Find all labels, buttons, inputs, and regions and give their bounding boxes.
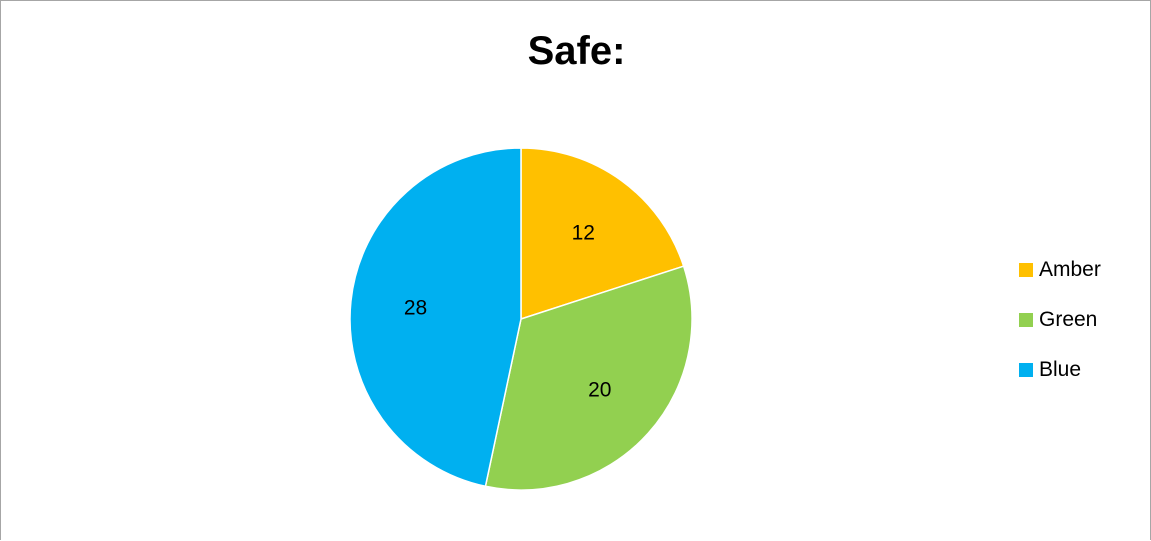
legend-label-blue: Blue	[1039, 358, 1082, 381]
legend-item-blue: Blue	[1019, 357, 1144, 383]
pie-slice-amber	[520, 147, 685, 321]
pie-data-labels: 12 20 28	[404, 222, 612, 402]
legend-swatch-amber	[1019, 263, 1033, 277]
legend-item-amber: Amber	[1019, 257, 1144, 283]
pie-slices	[349, 147, 693, 491]
chart-title: Safe:	[527, 29, 626, 73]
pie-slice-blue	[349, 147, 522, 488]
legend-label-green: Green	[1039, 308, 1098, 331]
data-label-amber: 12	[572, 222, 595, 245]
legend: Amber Green Blue	[1019, 257, 1144, 407]
data-label-blue: 28	[404, 296, 427, 319]
legend-swatch-blue	[1019, 363, 1033, 377]
data-label-green: 20	[588, 378, 611, 401]
legend-swatch-green	[1019, 313, 1033, 327]
legend-item-green: Green	[1019, 307, 1144, 333]
legend-label-amber: Amber	[1039, 258, 1101, 281]
pie-slice-green	[484, 265, 693, 491]
